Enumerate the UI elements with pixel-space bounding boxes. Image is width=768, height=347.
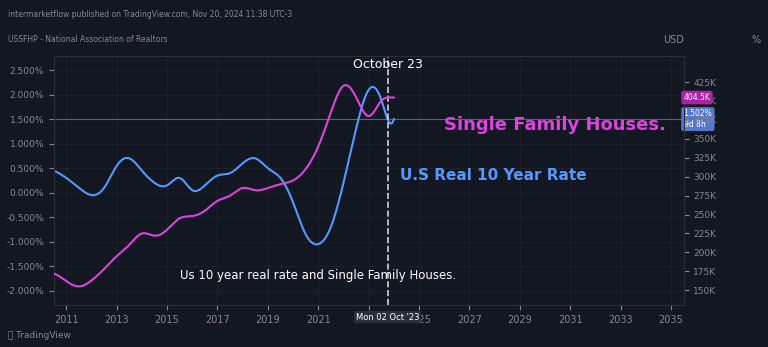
Text: Single Family Houses.: Single Family Houses.: [444, 117, 666, 135]
Text: Us 10 year real rate and Single Family Houses.: Us 10 year real rate and Single Family H…: [180, 269, 456, 282]
Text: Mon 02 Oct '23: Mon 02 Oct '23: [356, 313, 419, 322]
Text: 404.5K: 404.5K: [684, 93, 710, 102]
Text: %: %: [751, 35, 760, 45]
Text: 🔷 TradingView: 🔷 TradingView: [8, 331, 71, 340]
Text: intermarketflow published on TradingView.com, Nov 20, 2024 11:38 UTC-3: intermarketflow published on TradingView…: [8, 10, 292, 19]
Text: U.S Real 10 Year Rate: U.S Real 10 Year Rate: [400, 168, 587, 183]
Text: 1.502%
9d 8h: 1.502% 9d 8h: [684, 109, 712, 129]
Text: USD: USD: [663, 35, 684, 45]
Text: USSFHP - National Association of Realtors: USSFHP - National Association of Realtor…: [8, 35, 167, 44]
Text: October 23: October 23: [353, 58, 422, 71]
